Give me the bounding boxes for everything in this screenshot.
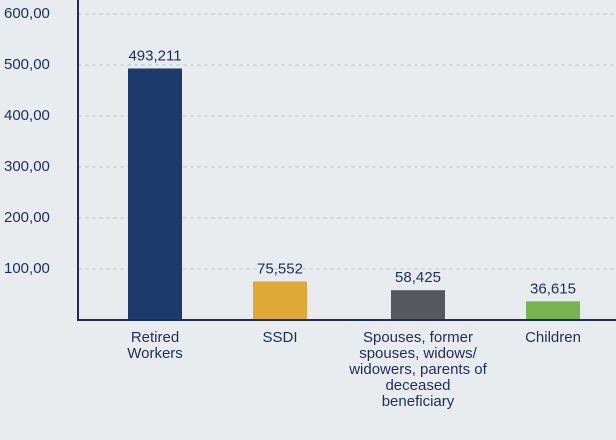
y-tick-label: 400,00 bbox=[4, 107, 50, 124]
y-tick-label: 500,00 bbox=[4, 56, 50, 73]
x-tick-label: Spouses, former spouses, widows/ widower… bbox=[349, 329, 487, 410]
y-tick-label: 200,00 bbox=[4, 209, 50, 226]
x-tick-label: Children bbox=[525, 329, 581, 346]
bar bbox=[391, 290, 445, 320]
value-label: 493,211 bbox=[128, 47, 181, 64]
x-tick-label: SSDI bbox=[262, 329, 298, 346]
x-tick-label: Retired Workers bbox=[127, 329, 183, 362]
y-tick-label: 300,00 bbox=[4, 158, 50, 175]
bar bbox=[253, 281, 307, 320]
y-tick-label: 600,00 bbox=[4, 5, 50, 22]
y-tick-label: 100,00 bbox=[4, 260, 50, 277]
value-label: 58,425 bbox=[395, 269, 441, 286]
bar bbox=[526, 301, 580, 320]
value-label: 36,615 bbox=[530, 280, 576, 297]
bar bbox=[128, 68, 182, 320]
value-label: 75,552 bbox=[257, 260, 303, 277]
